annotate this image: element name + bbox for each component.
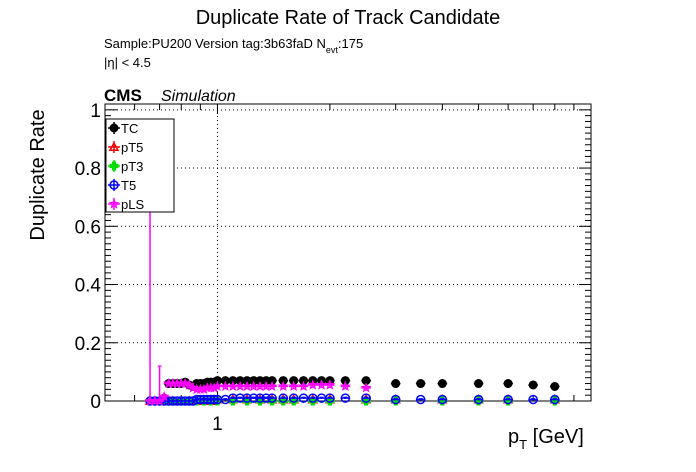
data-point bbox=[212, 380, 223, 392]
data-point bbox=[473, 394, 484, 405]
data-point bbox=[108, 141, 120, 151]
data-point bbox=[298, 393, 309, 403]
legend: TC pT5 pT3 T5 pLS bbox=[105, 118, 175, 213]
data-point bbox=[474, 379, 484, 389]
x-tick-label: 1 bbox=[212, 414, 223, 435]
data-point bbox=[109, 180, 119, 190]
x-axis-label-unit: [GeV] bbox=[527, 426, 584, 448]
data-point bbox=[340, 393, 351, 403]
data-point bbox=[390, 394, 401, 405]
data-point bbox=[266, 380, 278, 392]
data-point bbox=[288, 393, 299, 403]
y-axis-label: Duplicate Rate bbox=[27, 109, 49, 240]
legend-entry-pls: pLS bbox=[108, 197, 144, 212]
legend-entry-pt5: pT5 bbox=[108, 140, 143, 155]
data-point bbox=[288, 380, 300, 392]
data-point bbox=[108, 198, 120, 209]
legend-label: TC bbox=[121, 121, 138, 136]
y-tick-label: 0.6 bbox=[75, 217, 101, 238]
data-point bbox=[361, 393, 371, 403]
data-point bbox=[158, 390, 170, 402]
legend-entry-pt3: pT3 bbox=[108, 159, 143, 174]
data-point bbox=[278, 393, 288, 403]
legend-entries: TC pT5 pT3 T5 pLS bbox=[108, 121, 144, 212]
tick-labels: 0 0.2 0.4 0.6 0.8 1 1 bbox=[75, 101, 223, 435]
data-point bbox=[550, 381, 560, 391]
x-axis-label: pT [GeV] bbox=[508, 426, 584, 452]
y-tick-label: 0 bbox=[90, 392, 101, 413]
data-point bbox=[109, 161, 119, 171]
data-point bbox=[528, 380, 538, 390]
legend-entry-tc: TC bbox=[108, 121, 138, 136]
data-point bbox=[503, 394, 513, 405]
data-point bbox=[277, 380, 289, 392]
data-point bbox=[503, 379, 513, 389]
x-axis-label-main: p bbox=[508, 426, 519, 448]
legend-label: T5 bbox=[121, 178, 136, 193]
data-point bbox=[316, 379, 327, 390]
data-point bbox=[550, 394, 560, 405]
data-point bbox=[298, 380, 309, 392]
series-t5 bbox=[145, 393, 560, 406]
data-point bbox=[391, 379, 401, 389]
x-axis-label-sub: T bbox=[519, 437, 527, 452]
plot-frame bbox=[104, 103, 592, 402]
data-point bbox=[324, 379, 336, 390]
data-point bbox=[360, 382, 372, 393]
y-tick-label: 0.2 bbox=[75, 334, 101, 355]
eta-cut-text: |η| < 4.5 bbox=[104, 55, 151, 70]
nevt-subscript: evt bbox=[326, 45, 339, 55]
axis-ticks bbox=[104, 104, 592, 402]
data-point bbox=[528, 394, 538, 405]
legend-entry-t5: T5 bbox=[108, 178, 136, 193]
data-point bbox=[415, 394, 426, 405]
y-tick-label: 0.8 bbox=[75, 159, 101, 180]
simulation-label: Simulation bbox=[161, 88, 236, 105]
y-tick-label: 1 bbox=[90, 101, 101, 122]
data-point bbox=[307, 379, 319, 390]
data-series bbox=[144, 155, 561, 406]
cms-label: CMS bbox=[104, 86, 142, 105]
sample-info-line: Sample:PU200 Version tag:3b63faD Nevt:17… bbox=[104, 36, 363, 55]
data-point bbox=[339, 380, 351, 392]
data-point bbox=[416, 379, 426, 389]
legend-label: pLS bbox=[121, 197, 144, 212]
nevt-value: :175 bbox=[338, 36, 363, 51]
data-point bbox=[267, 393, 277, 403]
data-point bbox=[437, 379, 447, 389]
data-point bbox=[325, 393, 335, 403]
chart-title: Duplicate Rate of Track Candidate bbox=[196, 7, 501, 29]
y-tick-label: 0.4 bbox=[75, 276, 102, 297]
legend-label: pT5 bbox=[121, 140, 143, 155]
sample-info-prefix: Sample:PU200 Version tag:3b63faD N bbox=[104, 36, 326, 51]
legend-label: pT3 bbox=[121, 159, 143, 174]
data-point bbox=[437, 394, 448, 405]
series-pls bbox=[144, 155, 372, 406]
data-point bbox=[109, 123, 119, 133]
grid-lines bbox=[105, 104, 591, 401]
